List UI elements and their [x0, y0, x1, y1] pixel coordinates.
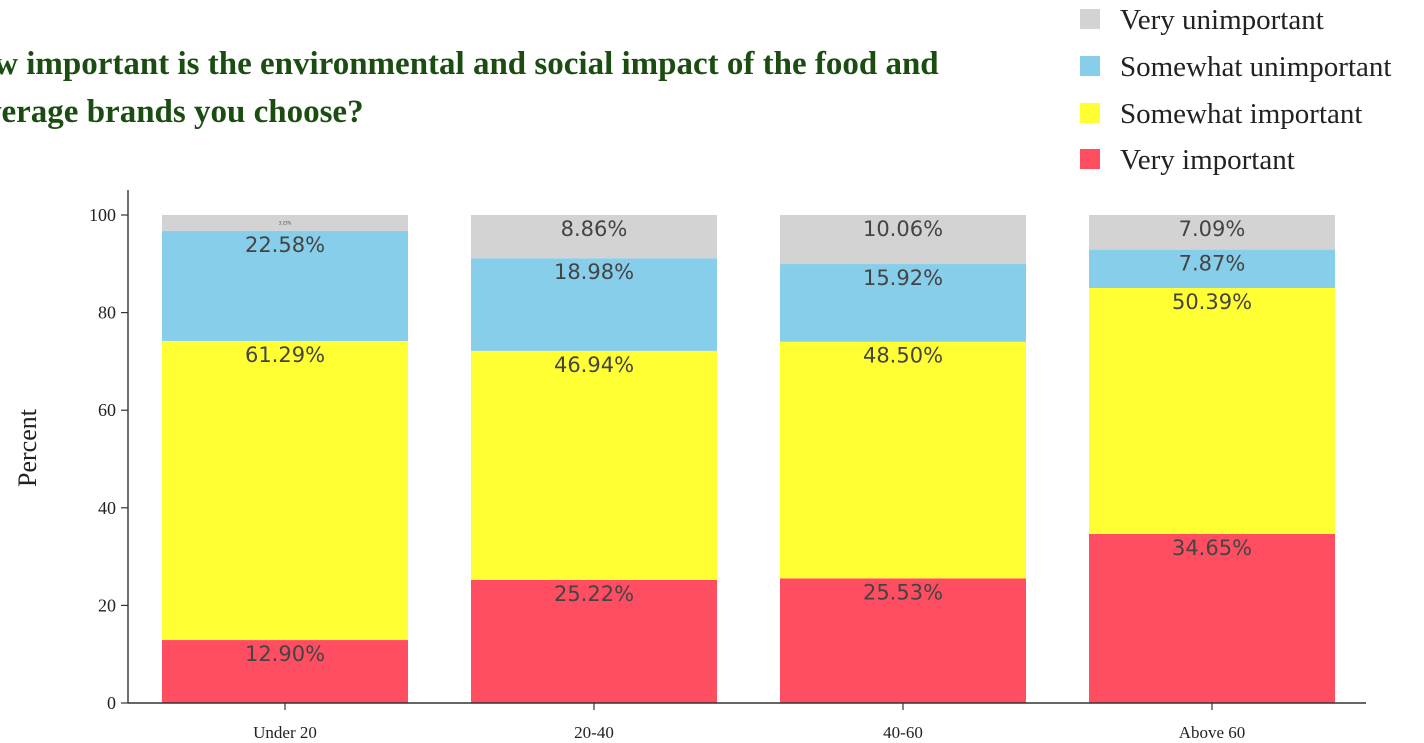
bar-very-unimportant-above-60	[1089, 215, 1335, 250]
data-label-somewhat-important-40-60: 48.50%	[863, 344, 943, 368]
bar-somewhat-important-above-60	[1089, 288, 1335, 534]
legend-swatch-somewhat-important	[1080, 103, 1100, 123]
data-label-somewhat-unimportant-above-60: 7.87%	[1179, 252, 1246, 276]
data-label-very-important-40-60: 25.53%	[863, 580, 943, 604]
y-tick-label-60: 60	[98, 400, 116, 420]
legend-swatch-very-unimportant	[1080, 9, 1100, 29]
data-label-somewhat-important-above-60: 50.39%	[1172, 290, 1252, 314]
y-axis-title: Percent	[13, 408, 42, 487]
bar-somewhat-important-40-60	[780, 341, 1026, 579]
data-label-very-important-above-60: 34.65%	[1172, 536, 1252, 560]
data-label-very-important-20-40: 25.22%	[554, 582, 634, 606]
data-label-very-important-under-20: 12.90%	[245, 642, 325, 666]
y-tick-label-0: 0	[107, 693, 116, 713]
data-label-somewhat-unimportant-40-60: 15.92%	[863, 266, 943, 290]
data-label-somewhat-important-20-40: 46.94%	[554, 353, 634, 377]
legend-label-somewhat-important: Somewhat important	[1120, 98, 1362, 130]
y-tick-label-100: 100	[89, 205, 116, 225]
data-label-very-unimportant-above-60: 7.09%	[1179, 217, 1246, 241]
y-tick-label-40: 40	[98, 498, 116, 518]
bar-very-unimportant-40-60	[780, 215, 1026, 265]
x-tick-label-above-60: Above 60	[1179, 723, 1246, 742]
bar-very-important-above-60	[1089, 533, 1335, 703]
bar-somewhat-unimportant-above-60	[1089, 249, 1335, 289]
chart-title-line-1: How important is the environmental and s…	[0, 46, 939, 82]
bar-very-important-under-20	[162, 640, 408, 703]
bar-very-unimportant-20-40	[471, 215, 717, 259]
data-label-very-unimportant-under-20: 3.23%	[279, 220, 292, 225]
bar-somewhat-unimportant-20-40	[471, 258, 717, 351]
y-tick-label-20: 20	[98, 595, 116, 615]
bar-somewhat-unimportant-under-20	[162, 230, 408, 341]
chart-title-line-2: beverage brands you choose?	[0, 94, 364, 130]
bar-very-important-20-40	[471, 579, 717, 703]
legend-label-very-important: Very important	[1120, 144, 1295, 176]
data-label-very-unimportant-20-40: 8.86%	[561, 217, 628, 241]
chart-title: How important is the environmental and s…	[0, 40, 952, 136]
data-label-somewhat-important-under-20: 61.29%	[245, 343, 325, 367]
y-tick-label-80: 80	[98, 303, 116, 323]
x-tick-label-20-40: 20-40	[574, 723, 614, 742]
bar-somewhat-important-20-40	[471, 350, 717, 580]
bar-very-unimportant-under-20	[162, 215, 408, 231]
legend-label-very-unimportant: Very unimportant	[1120, 4, 1324, 36]
legend-label-somewhat-unimportant: Somewhat unimportant	[1120, 51, 1391, 83]
x-tick-label-40-60: 40-60	[883, 723, 923, 742]
data-label-very-unimportant-40-60: 10.06%	[863, 217, 943, 241]
data-label-somewhat-unimportant-under-20: 22.58%	[245, 233, 325, 257]
bar-very-important-40-60	[780, 578, 1026, 703]
data-label-somewhat-unimportant-20-40: 18.98%	[554, 260, 634, 284]
legend-swatch-very-important	[1080, 149, 1100, 169]
bar-somewhat-important-under-20	[162, 340, 408, 641]
legend-swatch-somewhat-unimportant	[1080, 56, 1100, 76]
x-tick-label-under-20: Under 20	[253, 723, 317, 742]
bar-somewhat-unimportant-40-60	[780, 264, 1026, 342]
